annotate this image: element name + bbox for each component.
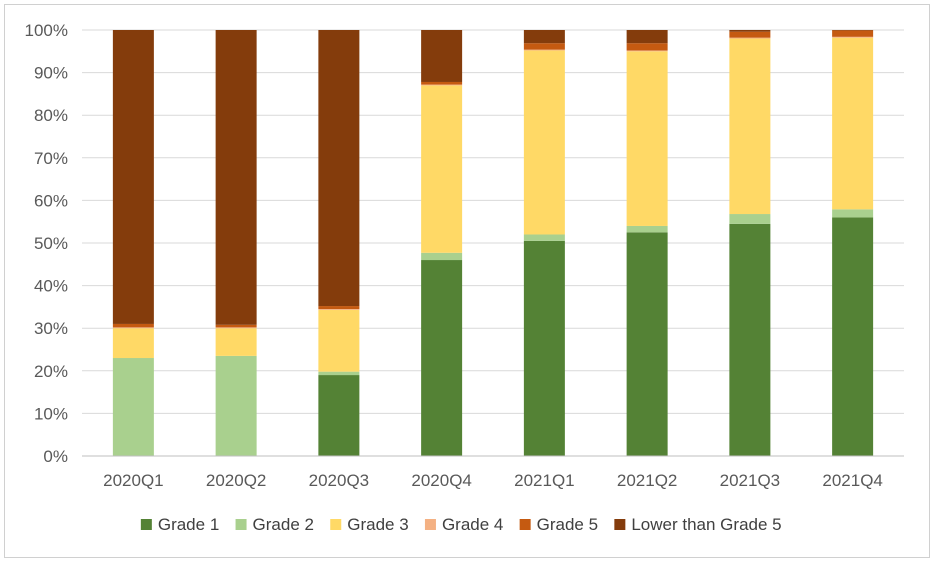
bar-segment[interactable] bbox=[112, 30, 154, 324]
x-tick-label: 2020Q4 bbox=[411, 471, 472, 490]
bar-segment[interactable] bbox=[421, 81, 463, 85]
y-tick-label: 20% bbox=[34, 362, 68, 381]
y-tick-label: 80% bbox=[34, 106, 68, 125]
legend-item[interactable]: Grade 1 bbox=[140, 515, 219, 534]
bar-segment[interactable] bbox=[626, 51, 668, 226]
legend-label: Grade 2 bbox=[253, 515, 314, 534]
bar-segment[interactable] bbox=[318, 30, 360, 307]
bar-segment[interactable] bbox=[729, 214, 771, 224]
y-tick-label: 40% bbox=[34, 277, 68, 296]
legend-label: Grade 4 bbox=[442, 515, 503, 534]
y-tick-label: 0% bbox=[43, 447, 68, 466]
legend-item[interactable]: Grade 3 bbox=[330, 515, 409, 534]
bar-segment[interactable] bbox=[626, 232, 668, 456]
bar-segment[interactable] bbox=[421, 260, 463, 456]
legend-swatch bbox=[140, 519, 152, 530]
legend: Grade 1 Grade 2 Grade 3 Grade 4 Grade 5 Lower… bbox=[140, 515, 782, 534]
bar-segment[interactable] bbox=[215, 30, 257, 325]
bar-segment[interactable] bbox=[729, 223, 771, 456]
bar-segment[interactable] bbox=[112, 328, 154, 359]
bar-segment[interactable] bbox=[318, 306, 360, 310]
x-tick-label: 2020Q2 bbox=[206, 471, 267, 490]
y-tick-label: 50% bbox=[34, 234, 68, 253]
bar-segment[interactable] bbox=[112, 327, 154, 329]
legend-item[interactable]: Grade 5 bbox=[519, 515, 598, 534]
bar-segment[interactable] bbox=[523, 50, 565, 235]
bar-segment[interactable] bbox=[421, 85, 463, 253]
x-tick-label: 2021Q2 bbox=[617, 471, 678, 490]
x-tick-label: 2021Q3 bbox=[720, 471, 781, 490]
legend-label: Lower than Grade 5 bbox=[631, 515, 781, 534]
legend-swatch bbox=[424, 519, 436, 530]
legend-swatch bbox=[330, 519, 342, 530]
gridlines bbox=[82, 29, 904, 414]
bar-segment[interactable] bbox=[729, 31, 771, 38]
legend-swatch bbox=[614, 519, 626, 530]
bars bbox=[112, 30, 874, 456]
y-tick-label: 30% bbox=[34, 319, 68, 338]
bar-segment[interactable] bbox=[729, 38, 771, 215]
y-tick-label: 100% bbox=[25, 21, 68, 40]
x-tick-label: 2020Q1 bbox=[103, 471, 164, 490]
bar-segment[interactable] bbox=[318, 375, 360, 456]
bar-segment[interactable] bbox=[215, 327, 257, 329]
bar-segment[interactable] bbox=[523, 49, 565, 51]
bar-segment[interactable] bbox=[318, 309, 360, 372]
bar-segment[interactable] bbox=[523, 234, 565, 241]
legend-label: Grade 3 bbox=[347, 515, 408, 534]
bar-segment[interactable] bbox=[318, 309, 360, 310]
bar-segment[interactable] bbox=[729, 37, 771, 39]
bar-segment[interactable] bbox=[523, 240, 565, 456]
x-tick-label: 2021Q1 bbox=[514, 471, 575, 490]
y-tick-label: 10% bbox=[34, 404, 68, 423]
bar-segment[interactable] bbox=[215, 328, 257, 356]
bar-segment[interactable] bbox=[832, 209, 874, 218]
legend-label: Grade 5 bbox=[537, 515, 598, 534]
y-tick-label: 70% bbox=[34, 149, 68, 168]
bar-segment[interactable] bbox=[626, 225, 668, 233]
x-tick-label: 2020Q3 bbox=[309, 471, 370, 490]
bar-segment[interactable] bbox=[626, 43, 668, 51]
bar-segment[interactable] bbox=[523, 43, 565, 50]
legend-swatch bbox=[235, 519, 247, 530]
bar-segment[interactable] bbox=[626, 50, 668, 52]
bar-segment[interactable] bbox=[318, 371, 360, 376]
legend-item[interactable]: Grade 2 bbox=[235, 515, 314, 534]
legend-item[interactable]: Lower than Grade 5 bbox=[614, 515, 782, 534]
bar-segment[interactable] bbox=[215, 324, 257, 328]
legend-item[interactable]: Grade 4 bbox=[424, 515, 503, 534]
legend-swatch bbox=[519, 519, 531, 530]
bar-segment[interactable] bbox=[112, 358, 154, 456]
bar-segment[interactable] bbox=[832, 217, 874, 456]
y-tick-label: 60% bbox=[34, 191, 68, 210]
bar-segment[interactable] bbox=[421, 30, 463, 82]
bar-segment[interactable] bbox=[626, 30, 668, 44]
bar-segment[interactable] bbox=[112, 323, 154, 328]
bar-segment[interactable] bbox=[729, 30, 771, 32]
bar-segment[interactable] bbox=[832, 37, 874, 210]
x-tick-label: 2021Q4 bbox=[822, 471, 883, 490]
legend-label: Grade 1 bbox=[158, 515, 219, 534]
bar-segment[interactable] bbox=[832, 36, 874, 38]
bar-segment[interactable] bbox=[832, 30, 874, 37]
y-tick-label: 90% bbox=[34, 64, 68, 83]
bar-segment[interactable] bbox=[421, 252, 463, 261]
bar-segment[interactable] bbox=[523, 30, 565, 44]
bar-segment[interactable] bbox=[421, 84, 463, 86]
bar-segment[interactable] bbox=[215, 355, 257, 456]
chart-frame bbox=[4, 4, 930, 558]
